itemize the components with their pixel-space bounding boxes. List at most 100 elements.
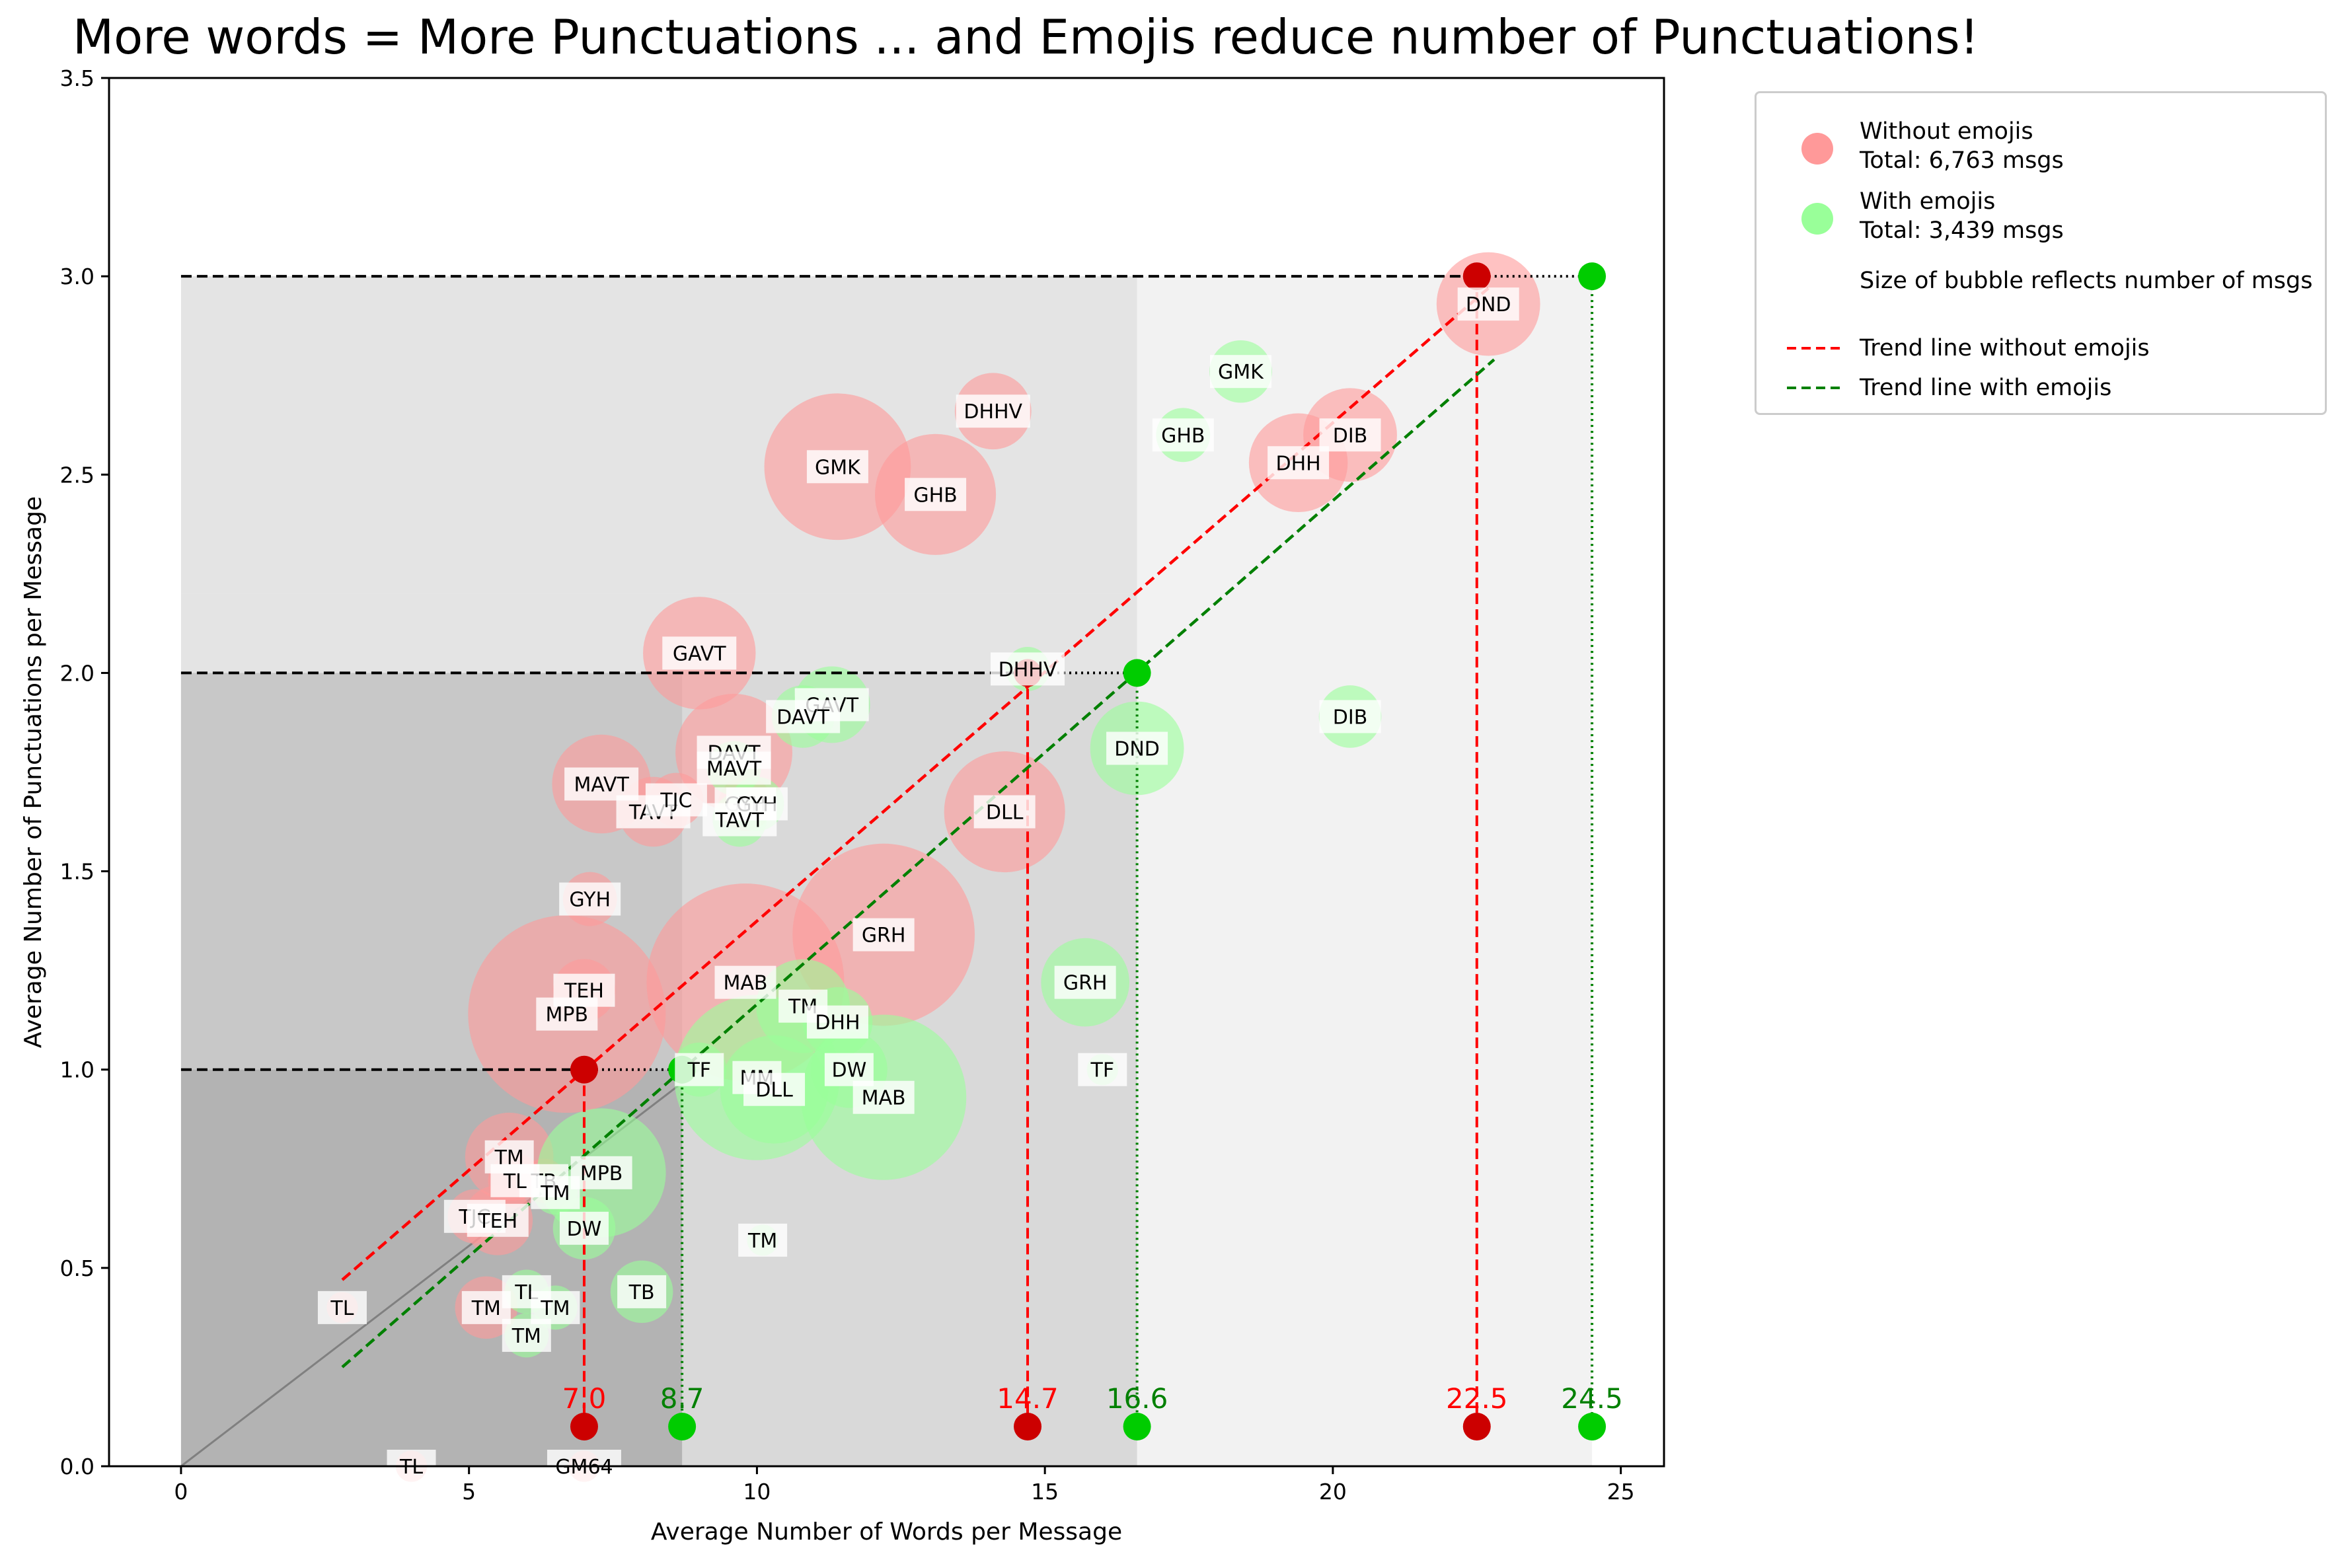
bubble-label-with-4: DAVT [766,700,841,733]
bubble-label-text: DAVT [776,706,830,729]
bubble-label-without-14: GYH [559,882,621,916]
bubble-label-box [1152,418,1214,452]
bubble-label-without-22: TEH [467,1203,529,1237]
bubble-label-box [1106,731,1168,765]
bubble-label-text: TM [540,1182,570,1205]
bubble-label-with-5: MAVT [697,751,771,785]
bubble-label-text: DW [567,1218,602,1241]
legend-label-without: Without emojis [1860,118,2033,145]
bubble-label-with-14: TF [675,1053,724,1086]
bubble-label-without-13: GRH [852,918,915,952]
bubble-label-text: GRH [1063,972,1108,995]
ref-marker-without-bottom-0 [570,1412,598,1440]
bubble-label-without-2: DIB [1319,418,1381,452]
bubble-label-with-18: MAB [852,1080,915,1114]
ref-marker-with-top-1 [1123,659,1151,687]
bubble-labels: DND DHHV DIB DHH GMK GHB GAVT DAVT MAVT TAVT TJC GY… [317,287,1519,1483]
legend-total-with: Total: 3,439 msgs [1860,217,2064,244]
legend-item-without: Without emojis Total: 6,763 msgs [1774,117,2316,176]
bubble-label-box [531,1290,580,1324]
bubble-label-without-24: TL [317,1290,367,1324]
ref-value-with-2: 24.5 [1561,1382,1623,1415]
bubble-label-with-7: TAVT [702,803,777,837]
bubble-label-text: GRH [862,924,906,948]
bubble-label-box [617,1275,667,1308]
x-tick-label-0: 0 [174,1479,188,1505]
bubble-label-text: GMK [1218,361,1264,384]
bubble-label-box [743,1072,806,1106]
bubble-label-box [1078,1053,1127,1086]
ref-marker-without-top-2 [1462,262,1491,291]
bubble-label-box [559,882,621,916]
bubble-label-without-0: DND [1457,287,1519,321]
bubble-label-box [1054,965,1116,999]
bubble-label-with-17: DW [824,1053,874,1086]
bubble-label-box [675,1053,724,1086]
bubble-label-box [806,1005,868,1039]
bubble-label-box [559,1211,609,1245]
ref-value-without-0: 7.0 [562,1382,607,1415]
bubble-label-text: GAVT [673,642,726,665]
bubble-label-with-8: DND [1106,731,1168,765]
bubble-label-box [564,767,639,801]
bubble-label-box [536,997,598,1031]
bubble-label-without-5: GHB [905,478,967,511]
legend-total-without: Total: 6,763 msgs [1860,147,2064,174]
legend-marker-without [1801,133,1833,165]
bubble-label-box [714,965,776,999]
bubble-label-box [1457,287,1519,321]
bubble-label-box [317,1290,367,1324]
y-tick-label-5: 2.5 [60,462,95,488]
axes: 0 5 10 15 20 25 0.0 0.5 1.0 1.5 2.0 2.5 3.0 3.5 Averag… [20,65,1665,1546]
bubble-label-box [973,795,1036,829]
bubble-label-box [502,1318,551,1352]
bubble-label-with-10: GRH [1054,965,1116,999]
bubble-label-box [702,803,777,837]
bubble-label-box [1319,418,1381,452]
bubble-label-text: TEH [477,1210,517,1233]
legend-label-with: With emojis [1860,188,1996,215]
bubble-label-without-8: MAVT [564,767,639,801]
bubble-label-without-6: GAVT [662,636,737,670]
bubble-label-text: TF [687,1059,711,1082]
bubble-label-text: TF [1090,1059,1115,1082]
bubble-label-text: DND [1114,737,1160,761]
bubble-label-text: DIB [1333,424,1368,447]
bubble-label-box [852,918,915,952]
y-tick-label-0: 0.0 [60,1454,95,1479]
bubble-label-with-22: TM [738,1223,788,1257]
bubble-label-box [467,1203,529,1237]
bubble-label-text: MPB [546,1004,589,1027]
bubble-label-without-16: MPB [536,997,598,1031]
bubble-label-with-23: TB [617,1275,667,1308]
legend-item-trend-without: Trend line without emojis [1774,334,2316,367]
bubble-label-with-16: DLL [743,1072,806,1106]
bubble-label-with-20: MPB [570,1156,632,1189]
bubble-label-text: DHH [815,1012,860,1035]
bubble-label-text: TM [511,1325,541,1348]
legend: Without emojis Total: 6,763 msgs With em… [1755,91,2327,415]
legend-label-trend-with: Trend line with emojis [1860,375,2112,401]
bubble-label-text: DHHV [999,658,1057,681]
bubble-label-with-0: GMK [1209,355,1271,389]
bubble-label-text: GHB [913,484,957,507]
bubble-label-with-26: TM [502,1318,551,1352]
ref-value-without-2: 22.5 [1446,1382,1508,1415]
bubble-label-text: TM [540,1297,570,1320]
bubble-label-box [852,1080,915,1114]
bubble-label-box [697,751,771,785]
y-tick-label-7: 3.5 [60,65,95,91]
bubble-label-box [905,478,967,511]
bubble-label-text: MAVT [706,757,762,780]
bubble-label-with-13: TF [1078,1053,1127,1086]
bubble-label-text: GHB [1161,424,1205,447]
bubble-label-box [662,636,737,670]
y-tick-label-3: 1.5 [60,859,95,885]
ref-marker-without-top-0 [570,1055,598,1084]
ref-value-with-0: 8.7 [660,1382,704,1415]
x-axis-label: Average Number of Words per Message [651,1518,1122,1546]
bubble-label-box [766,700,841,733]
x-tick-label-5: 25 [1607,1479,1635,1505]
ref-marker-with-bottom-2 [1578,1412,1607,1440]
x-tick-label-4: 20 [1319,1479,1347,1505]
